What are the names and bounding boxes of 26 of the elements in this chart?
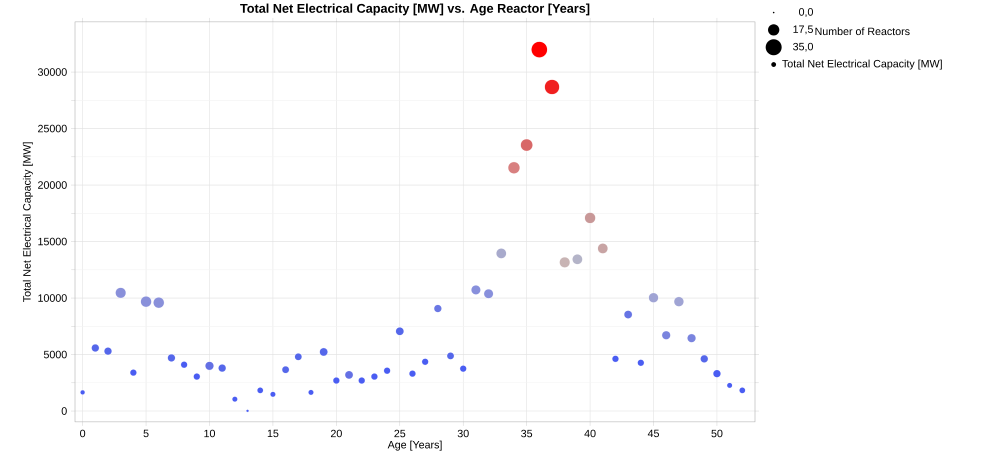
x-axis-title: Age [Years] bbox=[388, 440, 442, 451]
x-tick-label: 15 bbox=[268, 430, 278, 438]
y-tick-label: 25000 bbox=[38, 124, 67, 132]
y-tick-label: 10000 bbox=[38, 294, 67, 302]
x-tick-label: 25 bbox=[394, 430, 406, 438]
y-axis-title: Total Net Electrical Capacity [MW] bbox=[22, 142, 33, 302]
legend-label: 35,0 bbox=[793, 42, 813, 52]
y-tick-label: 20000 bbox=[38, 181, 67, 189]
x-tick-label: 5 bbox=[144, 430, 149, 438]
y-tick-label: 0 bbox=[62, 407, 67, 415]
x-tick-label: 0 bbox=[80, 430, 86, 438]
legend-label: 17,5 bbox=[793, 26, 813, 34]
x-tick-label: 20 bbox=[330, 430, 342, 438]
x-tick-label: 45 bbox=[648, 430, 659, 438]
x-tick-label: 40 bbox=[584, 430, 596, 438]
legend-title: Number of Reactors bbox=[815, 27, 910, 36]
legend-label: 0,0 bbox=[798, 8, 813, 18]
y-tick-label: 15000 bbox=[38, 238, 67, 246]
chart-title: Total Net Electrical Capacity [MW] vs. Age Reactor [Years] bbox=[240, 4, 590, 16]
x-tick-label: 10 bbox=[204, 430, 216, 438]
y-tick-label: 30000 bbox=[38, 68, 67, 76]
x-tick-label: 50 bbox=[711, 430, 722, 438]
x-tick-label: 30 bbox=[458, 430, 469, 438]
x-tick-label: 35 bbox=[521, 430, 532, 438]
y-tick-label: 5000 bbox=[44, 350, 67, 358]
text: Total Net Electrical Capacity [MW] bbox=[782, 60, 942, 70]
